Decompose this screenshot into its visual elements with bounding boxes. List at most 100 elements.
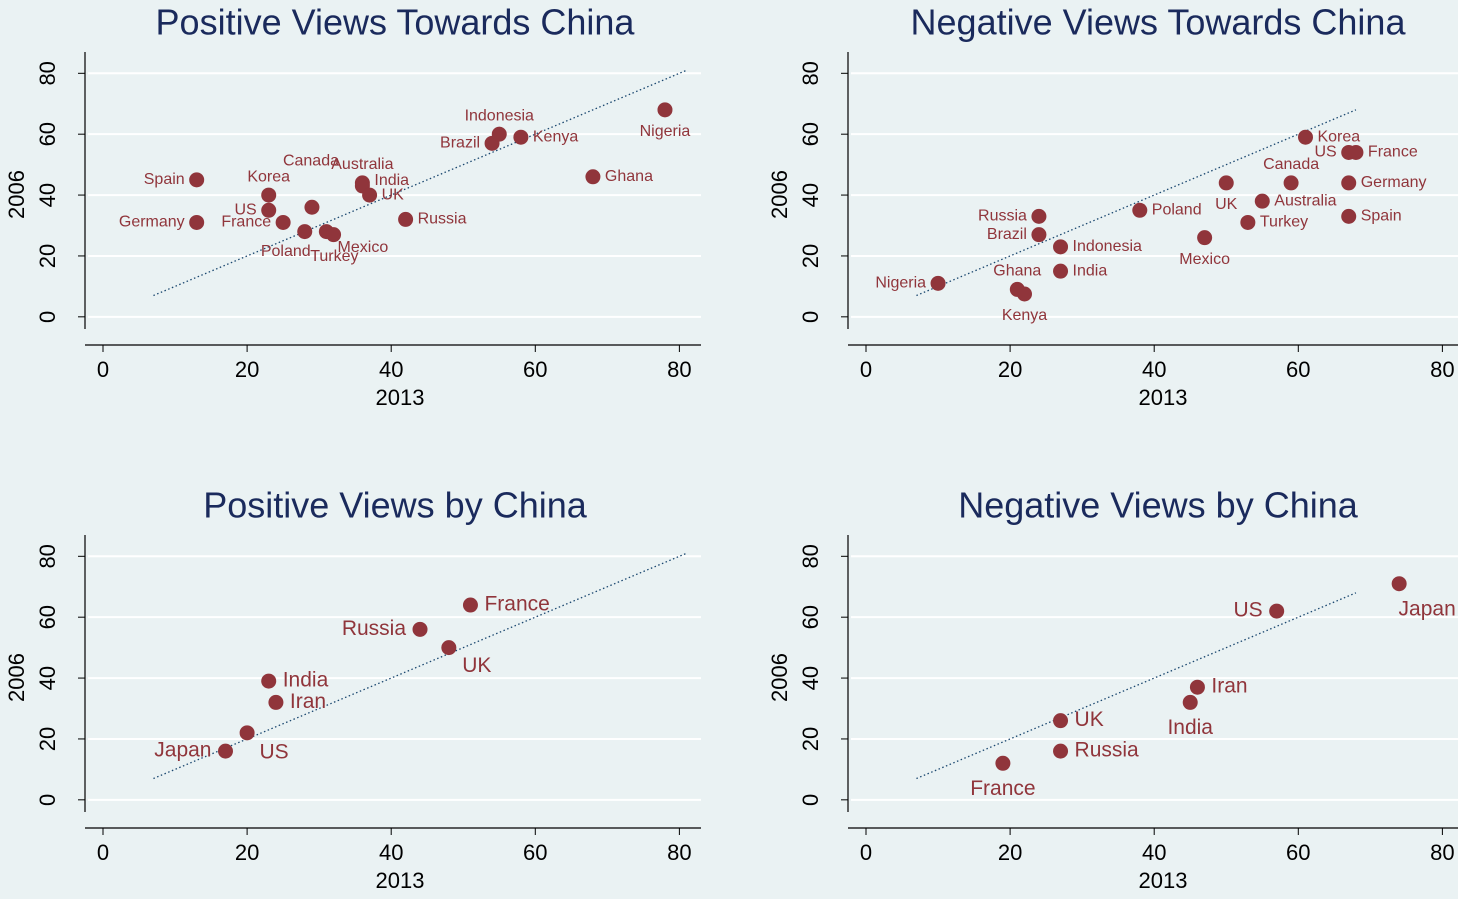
point-label: India <box>1073 262 1108 279</box>
x-tick-label: 0 <box>97 357 109 382</box>
y-axis-label: 2006 <box>767 653 792 702</box>
point-label: Nigeria <box>640 123 691 140</box>
scatter-point <box>239 725 255 741</box>
point-label: Canada <box>1263 156 1319 173</box>
point-label: Russia <box>1075 739 1140 762</box>
point-label: Korea <box>1317 128 1360 145</box>
scatter-point <box>1240 214 1256 230</box>
scatter-point <box>513 129 529 145</box>
x-tick-label: 80 <box>667 840 691 865</box>
y-tick-label: 20 <box>798 244 823 268</box>
point-label: Indonesia <box>1073 238 1142 255</box>
x-axis-label: 2013 <box>376 868 425 893</box>
point-label: Iran <box>290 690 326 713</box>
point-label: Spain <box>1361 208 1402 225</box>
x-axis-label: 2013 <box>1139 868 1188 893</box>
y-axis-label: 2006 <box>4 170 29 219</box>
x-tick-label: 60 <box>523 840 547 865</box>
point-label: France <box>484 593 549 616</box>
scatter-point <box>491 126 507 142</box>
x-tick-label: 0 <box>97 840 109 865</box>
scatter-point <box>412 621 428 637</box>
scatter-point <box>1132 202 1148 218</box>
scatter-point <box>1283 175 1299 191</box>
scatter-point <box>1053 743 1069 759</box>
point-label: Australia <box>331 156 393 173</box>
scatter-point <box>261 187 277 203</box>
x-tick-label: 0 <box>860 840 872 865</box>
scatter-point <box>1269 603 1285 619</box>
y-tick-label: 80 <box>35 61 60 85</box>
scatter-point <box>275 214 291 230</box>
point-label: UK <box>462 654 491 677</box>
point-label: Russia <box>418 211 467 228</box>
y-tick-label: 60 <box>798 122 823 146</box>
scatter-point <box>1053 713 1069 729</box>
point-label: Nigeria <box>875 275 926 292</box>
scatter-point <box>1031 227 1047 243</box>
y-tick-label: 40 <box>35 183 60 207</box>
scatter-point <box>398 211 414 227</box>
scatter-point <box>1017 286 1033 302</box>
scatter-point <box>217 743 233 759</box>
x-tick-label: 0 <box>860 357 872 382</box>
scatter-point <box>1189 679 1205 695</box>
point-label: Poland <box>261 243 311 260</box>
scatter-point <box>1182 694 1198 710</box>
reference-line <box>153 69 687 297</box>
scatter-point <box>441 640 457 656</box>
x-tick-label: 20 <box>998 357 1022 382</box>
chart-title: Negative Views Towards China <box>911 2 1407 43</box>
point-label: US <box>1233 599 1262 622</box>
y-tick-label: 0 <box>35 794 60 806</box>
point-label: US <box>1314 144 1336 161</box>
y-tick-label: 0 <box>798 794 823 806</box>
y-tick-label: 20 <box>35 244 60 268</box>
scatter-point <box>189 214 205 230</box>
y-tick-label: 40 <box>798 666 823 690</box>
point-label: Indonesia <box>465 107 534 124</box>
scatter-point <box>1348 144 1364 160</box>
scatter-point <box>189 172 205 188</box>
scatter-point <box>1197 230 1213 246</box>
point-label: France <box>970 777 1035 800</box>
point-label: US <box>234 202 256 219</box>
x-tick-label: 40 <box>379 357 403 382</box>
y-tick-label: 60 <box>35 122 60 146</box>
point-label: Kenya <box>1002 307 1047 324</box>
x-tick-label: 40 <box>1142 357 1166 382</box>
point-label: India <box>374 172 409 189</box>
y-tick-label: 20 <box>35 727 60 751</box>
x-axis-label: 2013 <box>376 385 425 410</box>
y-tick-label: 60 <box>35 605 60 629</box>
point-label: Turkey <box>1260 214 1308 231</box>
x-tick-label: 20 <box>235 357 259 382</box>
point-label: Turkey <box>310 248 358 265</box>
x-tick-label: 80 <box>667 357 691 382</box>
point-label: Ghana <box>605 168 653 185</box>
scatter-point <box>1031 208 1047 224</box>
scatter-point <box>585 169 601 185</box>
y-tick-label: 20 <box>798 727 823 751</box>
point-label: Brazil <box>440 135 480 152</box>
point-label: Japan <box>1399 597 1456 620</box>
point-label: Russia <box>978 208 1027 225</box>
y-tick-label: 80 <box>798 61 823 85</box>
scatter-point <box>1341 175 1357 191</box>
point-label: Mexico <box>1179 251 1230 268</box>
point-label: UK <box>382 186 405 203</box>
scatter-point <box>261 202 277 218</box>
scatter-point <box>1297 129 1313 145</box>
point-label: Brazil <box>987 226 1027 243</box>
scatter-point <box>297 224 313 240</box>
point-label: Russia <box>342 617 407 640</box>
scatter-point <box>657 102 673 118</box>
point-label: Poland <box>1152 202 1202 219</box>
scatter-point <box>1218 175 1234 191</box>
x-tick-label: 40 <box>379 840 403 865</box>
point-label: Spain <box>144 171 185 188</box>
point-label: US <box>260 740 289 763</box>
scatter-point <box>995 755 1011 771</box>
